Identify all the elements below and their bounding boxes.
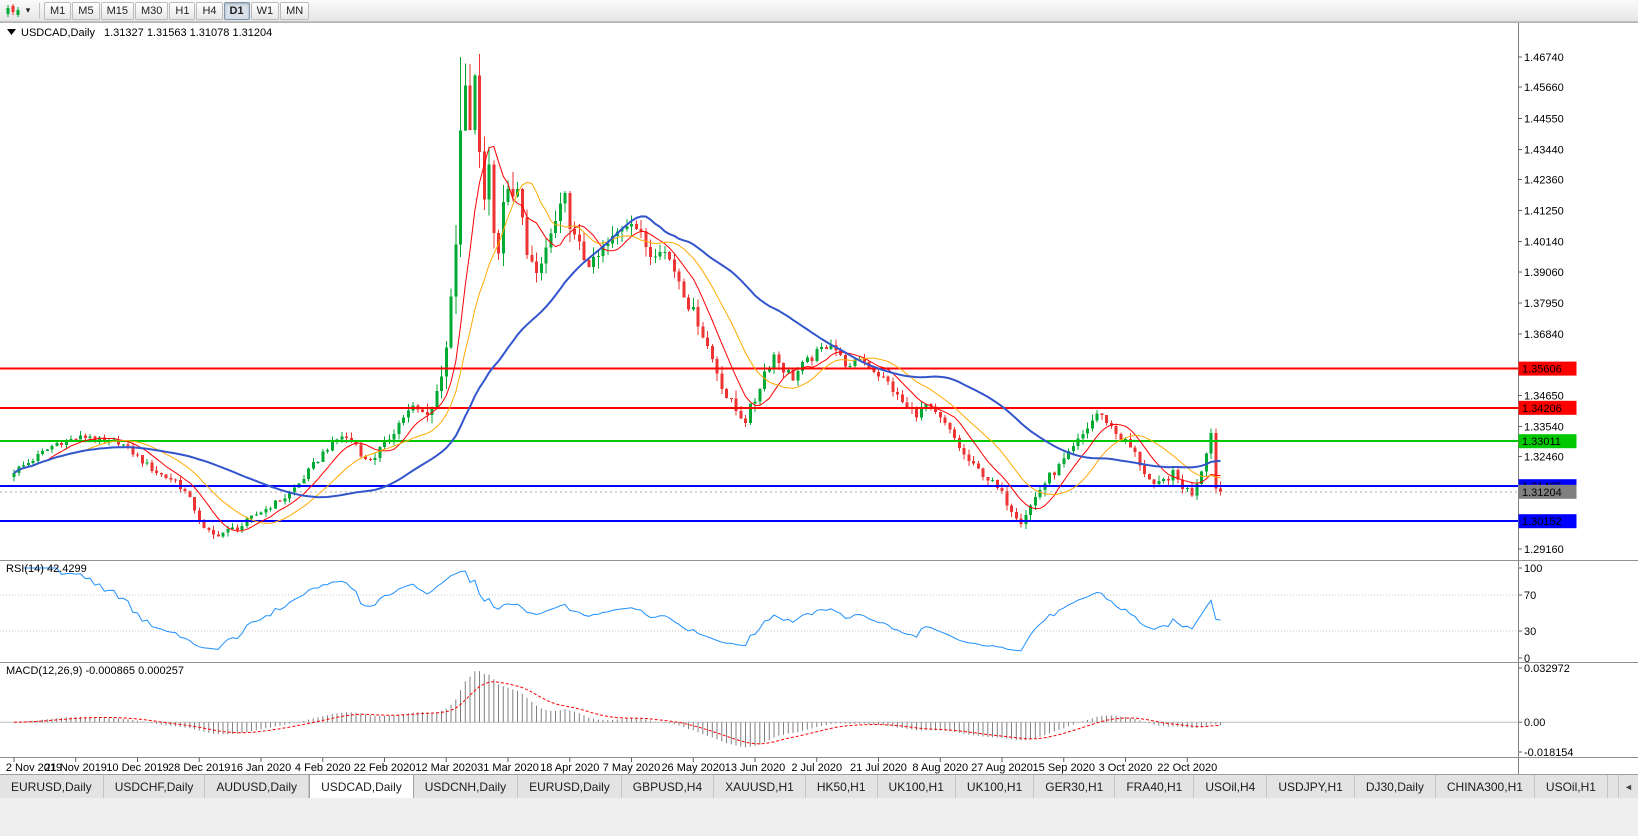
candlestick-series (12, 53, 1222, 540)
top-toolbar: ▾ M1 M5 M15 M30 H1 H4 D1 W1 MN (0, 0, 1638, 22)
toolbar-separator (39, 2, 40, 19)
svg-text:31 Mar 2020: 31 Mar 2020 (477, 762, 539, 774)
svg-text:70: 70 (1524, 590, 1536, 602)
svg-text:10 Dec 2019: 10 Dec 2019 (106, 762, 168, 774)
tab-eurusd-daily[interactable]: EURUSD,Daily (518, 775, 622, 798)
svg-text:18 Apr 2020: 18 Apr 2020 (540, 762, 599, 774)
chart-tabs-bar: EURUSD,Daily USDCHF,Daily AUDUSD,Daily USDC… (0, 774, 1638, 798)
svg-text:1.32460: 1.32460 (1524, 452, 1564, 464)
svg-text:30: 30 (1524, 626, 1536, 638)
svg-text:100: 100 (1524, 563, 1542, 575)
svg-text:1.36840: 1.36840 (1524, 329, 1564, 341)
svg-text:1.34650: 1.34650 (1524, 390, 1564, 402)
tab-china300-h1[interactable]: CHINA300,H1 (1435, 775, 1535, 798)
tab-eurusd-daily[interactable]: EURUSD,Daily (0, 775, 104, 798)
tab-hk50-h1[interactable]: HK50,H1 (805, 775, 878, 798)
macd-panel: 0.032972 0.00 -0.018154 (0, 663, 1574, 759)
macd-indicator-label: MACD(12,26,9) -0.000865 0.000257 (6, 665, 184, 677)
tab-usdjpy-h1[interactable]: USDJPY,H1 (1267, 775, 1355, 798)
tab-usdcnh-daily[interactable]: USDCNH,Daily (413, 775, 519, 798)
svg-text:1.41250: 1.41250 (1524, 206, 1564, 218)
svg-text:1.43440: 1.43440 (1524, 144, 1564, 156)
tab-usoil-h1[interactable]: USOil,H1 (1534, 775, 1608, 798)
chart-type-icon[interactable] (3, 2, 23, 20)
tab-usoil-h4[interactable]: USOil,H4 (1194, 775, 1268, 798)
svg-text:1.39060: 1.39060 (1524, 267, 1564, 279)
timeframe-button-m15[interactable]: M15 (100, 1, 134, 20)
timeframe-button-mn[interactable]: MN (280, 1, 310, 20)
svg-text:1.34206: 1.34206 (1522, 403, 1562, 415)
tab-usdcad-daily[interactable]: USDCAD,Daily (309, 775, 414, 798)
svg-text:1.31204: 1.31204 (1522, 487, 1562, 499)
timeframe-button-w1[interactable]: W1 (250, 1, 280, 20)
svg-text:2 Jul 2020: 2 Jul 2020 (791, 762, 842, 774)
horizontal-level-lines[interactable] (0, 367, 1518, 523)
svg-text:1.35606: 1.35606 (1522, 364, 1562, 376)
chart-title-symbol: USDCAD,Daily (21, 27, 95, 39)
tab-audusd-daily[interactable]: AUDUSD,Daily (205, 775, 310, 798)
chart-menu-icon[interactable] (7, 29, 16, 35)
chart-type-dropdown-icon[interactable]: ▾ (25, 5, 31, 15)
tab-xauusd-h1[interactable]: XAUUSD,H1 (714, 775, 806, 798)
rsi-panel: 100 70 30 0 (0, 563, 1542, 665)
svg-text:8 Aug 2020: 8 Aug 2020 (912, 762, 968, 774)
rsi-indicator-label: RSI(14) 42.4299 (6, 563, 87, 575)
svg-text:28 Dec 2019: 28 Dec 2019 (168, 762, 230, 774)
tab-uk100-h1[interactable]: UK100,H1 (955, 775, 1035, 798)
svg-text:1.46740: 1.46740 (1524, 52, 1564, 64)
svg-text:26 May 2020: 26 May 2020 (661, 762, 725, 774)
svg-text:2 Nov 2019: 2 Nov 2019 (6, 762, 62, 774)
svg-text:21 Nov 2019: 21 Nov 2019 (45, 762, 107, 774)
svg-text:22 Oct 2020: 22 Oct 2020 (1157, 762, 1217, 774)
svg-text:0.00: 0.00 (1524, 717, 1545, 729)
tab-gbpusd-h4[interactable]: GBPUSD,H4 (621, 775, 715, 798)
svg-text:1.42360: 1.42360 (1524, 175, 1564, 187)
svg-text:1.29160: 1.29160 (1524, 544, 1564, 556)
timeframe-button-m30[interactable]: M30 (134, 1, 169, 20)
timeframe-button-m1[interactable]: M1 (44, 1, 72, 20)
svg-text:1.33011: 1.33011 (1522, 436, 1561, 448)
price-axis[interactable]: 1.46740 1.45660 1.44550 1.43440 1.42360 1.412… (0, 22, 1638, 774)
svg-text:21 Jul 2020: 21 Jul 2020 (850, 762, 907, 774)
mini-candlestick-icon (6, 3, 20, 17)
tab-ger30-h1[interactable]: GER30,H1 (1034, 775, 1116, 798)
timeframe-button-h1[interactable]: H1 (169, 1, 196, 20)
tab-scroll-left-button[interactable]: ◄ (1618, 775, 1638, 798)
price-badges: 1.356061.342061.330111.314051.301521.312… (1518, 361, 1577, 529)
svg-text:16 Jan 2020: 16 Jan 2020 (231, 762, 292, 774)
tab-uk100-h1[interactable]: UK100,H1 (877, 775, 956, 798)
chart-title-ohlc: 1.31327 1.31563 1.31078 1.31204 (104, 27, 272, 39)
chart-tabs: EURUSD,Daily USDCHF,Daily AUDUSD,Daily USDC… (0, 775, 1618, 798)
tab-usdchf-daily[interactable]: USDCHF,Daily (103, 775, 206, 798)
svg-text:22 Feb 2020: 22 Feb 2020 (354, 762, 416, 774)
timeframe-buttons: M1 M5 M15 M30 H1 H4 D1 W1 MN (44, 1, 310, 20)
moving-average-lines (13, 145, 1221, 532)
svg-text:1.40140: 1.40140 (1524, 237, 1564, 249)
svg-text:-0.018154: -0.018154 (1524, 747, 1574, 759)
svg-text:15 Sep 2020: 15 Sep 2020 (1033, 762, 1095, 774)
svg-text:1.33540: 1.33540 (1524, 421, 1564, 433)
svg-text:4 Feb 2020: 4 Feb 2020 (295, 762, 351, 774)
timeframe-button-m5[interactable]: M5 (72, 1, 100, 20)
svg-text:1.30152: 1.30152 (1522, 516, 1562, 528)
svg-text:0: 0 (1524, 653, 1530, 665)
svg-text:1.45660: 1.45660 (1524, 82, 1564, 94)
svg-text:12 Mar 2020: 12 Mar 2020 (415, 762, 477, 774)
svg-text:3 Oct 2020: 3 Oct 2020 (1099, 762, 1153, 774)
svg-text:1.37950: 1.37950 (1524, 298, 1564, 310)
svg-text:27 Aug 2020: 27 Aug 2020 (971, 762, 1033, 774)
svg-text:7 May 2020: 7 May 2020 (603, 762, 660, 774)
tab-dj30-daily[interactable]: DJ30,Daily (1354, 775, 1436, 798)
tab-fra40-h1[interactable]: FRA40,H1 (1115, 775, 1195, 798)
timeframe-button-d1[interactable]: D1 (223, 1, 250, 20)
svg-text:1.44550: 1.44550 (1524, 113, 1564, 125)
svg-text:13 Jun 2020: 13 Jun 2020 (725, 762, 786, 774)
timeframe-button-h4[interactable]: H4 (196, 1, 223, 20)
svg-text:0.032972: 0.032972 (1524, 663, 1570, 675)
